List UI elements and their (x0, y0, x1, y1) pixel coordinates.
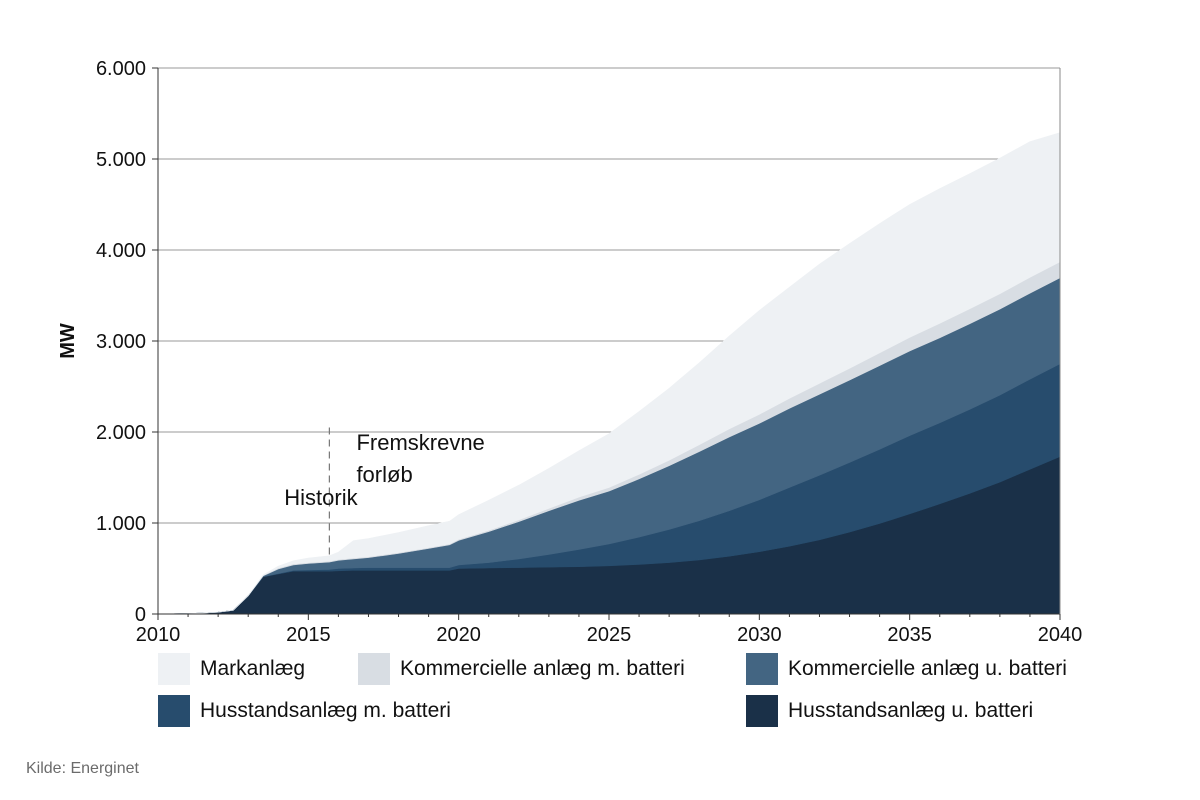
legend-item-husstand-u-batteri: Husstandsanlæg u. batteri (746, 694, 1033, 728)
x-tick-label: 2020 (436, 624, 481, 646)
legend-label: Husstandsanlæg m. batteri (200, 699, 451, 722)
x-tick-label: 2035 (887, 624, 932, 646)
annotation-label: Historik (284, 485, 358, 510)
legend-item-kommercielle-u-batteri: Kommercielle anlæg u. batteri (746, 652, 1067, 686)
x-tick-label: 2030 (737, 624, 782, 646)
annotation-label: Fremskrevne (356, 430, 484, 455)
chart: 0 1.000 2.000 3.000 4.000 5.000 6.000 2010 2015 2… (57, 58, 1082, 646)
x-tick-label: 2025 (587, 624, 632, 646)
y-tick-label: 0 (135, 604, 146, 626)
tick-labels: 0 1.000 2.000 3.000 4.000 5.000 6.000 2010 2015 2… (96, 58, 1082, 646)
y-tick-label: 4.000 (96, 240, 146, 262)
legend-swatch (746, 695, 778, 727)
legend-label: Kommercielle anlæg u. batteri (788, 657, 1067, 680)
x-tick-label: 2010 (136, 624, 181, 646)
y-tick-label: 6.000 (96, 58, 146, 80)
x-tick-label: 2015 (286, 624, 331, 646)
legend-swatch (746, 653, 778, 685)
y-tick-label: 2.000 (96, 422, 146, 444)
annotations: Historik Fremskrevne forløb (284, 427, 485, 555)
legend-label: Husstandsanlæg u. batteri (788, 699, 1034, 722)
legend-label: Kommercielle anlæg m. batteri (400, 657, 685, 680)
y-tick-label: 3.000 (96, 331, 146, 353)
y-tick-label: 5.000 (96, 149, 146, 171)
legend: Markanlæg Kommercielle anlæg m. batteri … (158, 652, 1088, 742)
stacked-areas (157, 132, 1061, 615)
legend-swatch (158, 653, 190, 685)
annotation-label: forløb (356, 462, 412, 487)
legend-item-markanlaeg: Markanlæg (158, 652, 305, 686)
legend-item-kommercielle-m-batteri: Kommercielle anlæg m. batteri (358, 652, 685, 686)
y-tick-label: 1.000 (96, 513, 146, 535)
legend-label: Markanlæg (200, 657, 306, 680)
legend-item-husstand-m-batteri: Husstandsanlæg m. batteri (158, 694, 451, 728)
x-tick-label: 2040 (1038, 624, 1083, 646)
legend-swatch (158, 695, 190, 727)
y-axis-label: MW (57, 323, 79, 359)
source-note: Kilde: Energinet (26, 760, 139, 777)
legend-swatch (358, 653, 390, 685)
